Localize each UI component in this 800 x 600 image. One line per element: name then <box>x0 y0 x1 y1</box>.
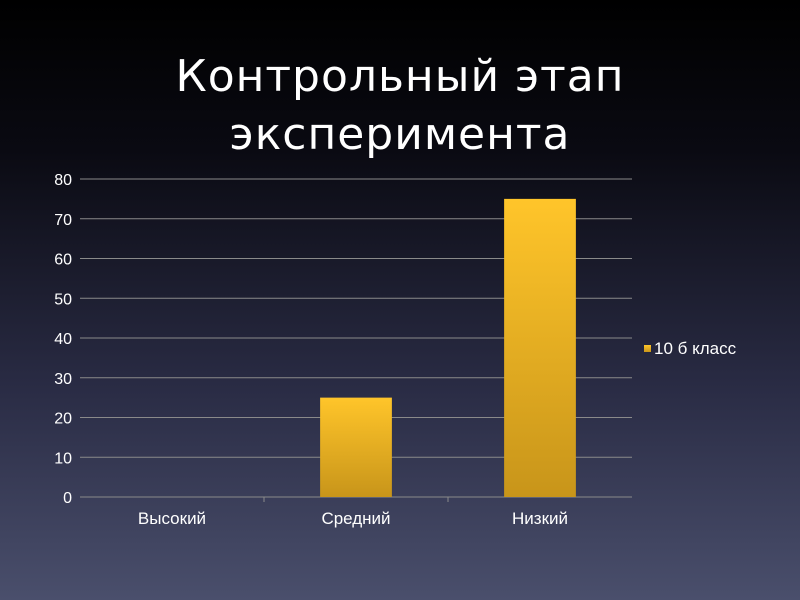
legend-swatch <box>644 345 651 352</box>
x-tick-label: Средний <box>321 509 390 528</box>
y-tick-label: 30 <box>54 371 72 388</box>
axes <box>80 496 632 502</box>
y-tick-label: 40 <box>54 331 72 348</box>
x-tick-label: Высокий <box>138 509 206 528</box>
bar <box>504 198 576 497</box>
y-tick-label: 0 <box>63 490 72 507</box>
y-tick-label: 80 <box>54 172 72 189</box>
y-tick-label: 10 <box>54 450 72 467</box>
bars <box>320 198 576 497</box>
y-tick-label: 70 <box>54 212 72 229</box>
bar <box>320 397 392 497</box>
slide-title: Контрольный этап эксперимента <box>0 48 800 164</box>
y-tick-labels: 0 10 20 30 40 50 60 70 80 <box>54 172 72 507</box>
y-tick-label: 60 <box>54 252 72 269</box>
legend-label: 10 б класс <box>654 339 737 358</box>
x-tick-label: Низкий <box>512 509 568 528</box>
slide-title-line-2: эксперимента <box>229 109 571 160</box>
legend: 10 б класс <box>644 339 737 358</box>
y-tick-label: 50 <box>54 291 72 308</box>
x-tick-labels: Высокий Средний Низкий <box>138 509 568 528</box>
slide-title-line-1: Контрольный этап <box>175 51 625 102</box>
y-tick-label: 20 <box>54 411 72 428</box>
